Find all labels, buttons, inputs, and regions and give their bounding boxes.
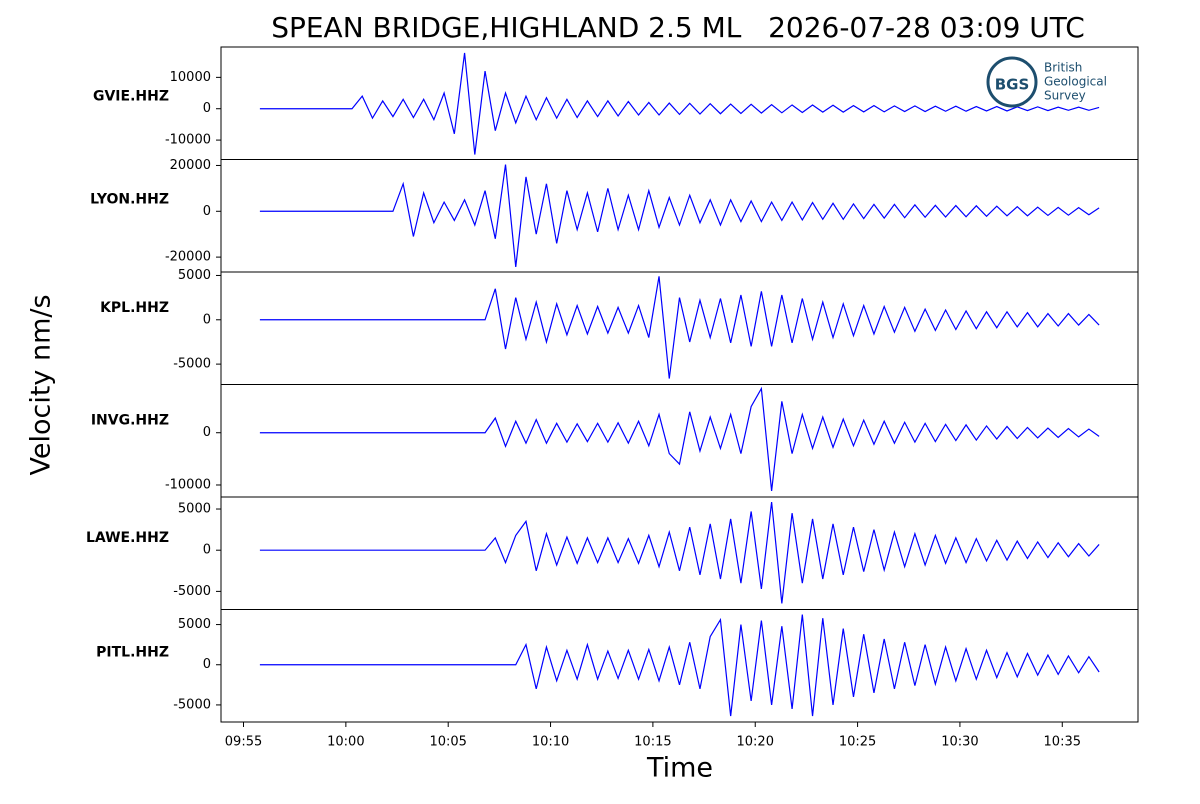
logo-text: British	[1044, 61, 1082, 75]
y-tick-label: -5000	[173, 697, 211, 712]
waveform	[259, 386, 1100, 492]
x-tick-label: 10:20	[737, 735, 774, 750]
y-tick-label: 0	[203, 312, 211, 327]
x-tick-label: 10:35	[1044, 735, 1081, 750]
x-axis-label: Time	[646, 753, 713, 784]
y-tick-label: 0	[203, 101, 211, 116]
panel-frame	[220, 159, 1139, 273]
y-tick-label: 10000	[170, 70, 211, 85]
waveform	[259, 276, 1100, 379]
y-tick-label: 0	[203, 204, 211, 219]
x-tick-label: 10:10	[532, 735, 569, 750]
x-tick-label: 10:15	[634, 735, 671, 750]
panel-frame	[220, 609, 1139, 723]
logo: BGS British Geological Survey	[986, 56, 1107, 108]
station-label: LYON.HHZ	[90, 191, 169, 207]
y-tick-label: 0	[203, 657, 211, 672]
logo-text: Survey	[1044, 89, 1086, 103]
waveform	[259, 52, 1100, 155]
panel-frame	[220, 384, 1139, 498]
x-tick-label: 09:55	[225, 735, 262, 750]
y-tick-label: -10000	[165, 477, 211, 492]
y-tick-label: -10000	[165, 133, 211, 148]
y-tick-label: -20000	[165, 250, 211, 265]
x-tick-label: 10:00	[327, 735, 364, 750]
x-tick-label: 10:30	[941, 735, 978, 750]
y-tick-label: 20000	[170, 158, 211, 173]
waveform	[259, 614, 1100, 717]
x-tick-label: 10:05	[429, 735, 466, 750]
logo-abbr: BGS	[995, 76, 1030, 94]
station-label: KPL.HHZ	[100, 300, 169, 316]
y-axis-label: Velocity nm/s	[26, 294, 57, 475]
y-tick-label: -5000	[173, 584, 211, 599]
y-tick-label: 5000	[178, 502, 211, 517]
x-tick-label: 10:25	[839, 735, 876, 750]
panel-frame	[220, 496, 1139, 610]
chart-title: SPEAN BRIDGE,HIGHLAND 2.5 ML 2026-07-28 …	[271, 11, 1085, 44]
y-tick-label: 0	[203, 543, 211, 558]
waveform	[259, 164, 1100, 268]
y-tick-label: -5000	[173, 357, 211, 372]
waveform	[259, 501, 1100, 604]
station-label: GVIE.HHZ	[93, 89, 169, 105]
y-tick-label: 5000	[178, 268, 211, 283]
station-label: INVG.HHZ	[91, 413, 169, 429]
logo-text: Geological	[1044, 75, 1107, 89]
station-label: PITL.HHZ	[96, 645, 169, 661]
logo-ring	[986, 56, 1038, 108]
y-tick-label: 0	[203, 425, 211, 440]
y-tick-label: 5000	[178, 617, 211, 632]
panel-frame	[220, 271, 1139, 385]
station-label: LAWE.HHZ	[86, 530, 169, 546]
